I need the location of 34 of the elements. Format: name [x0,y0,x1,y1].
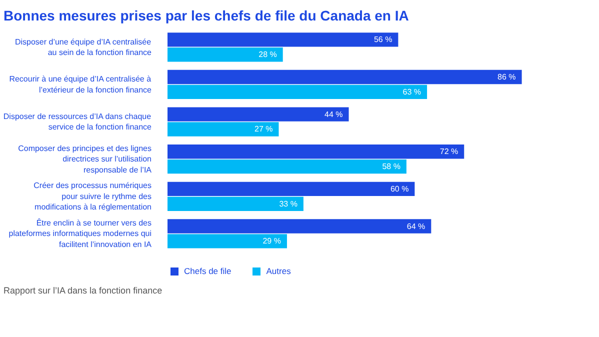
data-label: 63 % [402,87,422,96]
bar [168,219,432,234]
bar [168,84,428,100]
legend-label: Chefs de file [184,266,232,276]
chart-title: Bonnes mesures prises par les chefs de file du Canada en IA [4,8,409,24]
bar [168,48,283,62]
bar [168,144,464,159]
bar [168,107,349,122]
y-tick-label: Disposer de ressources d’IA dans chaque service de la fonction finance [3,112,152,132]
data-label: 29 % [262,236,281,246]
bar [168,70,522,84]
bar [168,122,279,136]
data-label: 33 % [279,199,298,208]
data-label: 86 % [498,72,516,82]
data-label: 44 % [324,110,343,119]
data-label: 58 % [382,162,400,172]
bar [168,182,415,196]
data-label: 60 % [390,184,409,194]
legend-label: Autres [266,266,291,276]
y-tick-label: Être enclin à se tourner vers des plateformes informatiques modernes qui facilitent l’innovation en IA [8,218,152,250]
data-label: 27 % [254,124,273,134]
bar [168,159,406,174]
y-tick-label: Composer des principes et des lignes directrices sur l’utilisation responsable de l’IA [18,144,152,174]
bar [168,196,304,211]
bar [168,32,398,47]
y-tick-label: Recourir à une équipe d’IA centralisée à l’extérieur de la fonction finance [9,74,152,94]
bar [168,234,287,248]
y-tick-label: Disposer d’une équipe d’IA centralisée au sein de la fonction finance [14,37,152,58]
y-tick-label: Créer des processus numériques pour suivre le rythme des modifications à la réglementation [34,181,152,212]
data-label: 28 % [258,50,277,60]
text: Rapport sur l’IA dans la fonction finance [4,286,162,296]
data-label: 64 % [406,222,426,231]
data-label: 72 % [440,147,458,156]
data-label: 56 % [374,35,392,44]
